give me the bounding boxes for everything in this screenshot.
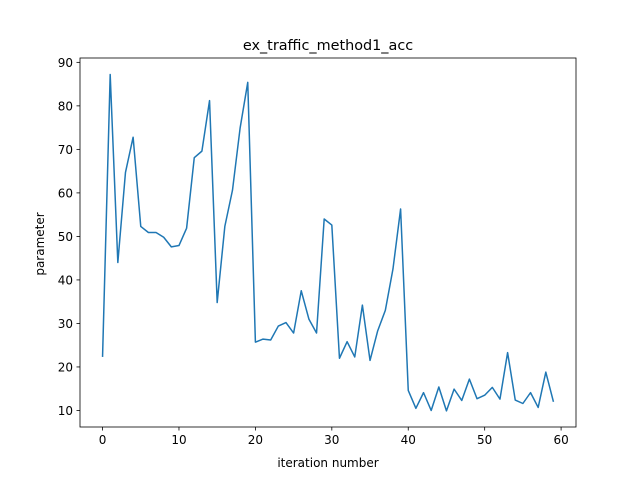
x-tick-label: 30 — [324, 433, 339, 447]
x-tick-label: 60 — [553, 433, 568, 447]
x-tick-label: 0 — [99, 433, 107, 447]
chart-title: ex_traffic_method1_acc — [243, 38, 413, 54]
y-tick-label: 70 — [58, 143, 73, 157]
x-tick-label: 10 — [171, 433, 186, 447]
y-axis-label: parameter — [33, 212, 47, 275]
x-tick-label: 40 — [401, 433, 416, 447]
axes-frame — [79, 57, 577, 428]
y-tick-label: 20 — [58, 360, 73, 374]
x-tick-label: 50 — [477, 433, 492, 447]
y-tick-label: 30 — [58, 317, 73, 331]
y-tick-label: 90 — [58, 56, 73, 70]
y-tick-label: 60 — [58, 186, 73, 200]
y-tick-label: 10 — [58, 404, 73, 418]
x-axis-label: iteration number — [277, 456, 378, 470]
y-tick-label: 40 — [58, 273, 73, 287]
y-tick-label: 50 — [58, 230, 73, 244]
plot-area: 0 10 20 30 40 50 60 10 20 30 40 50 60 70 80 90 — [58, 56, 577, 447]
x-tick-label: 20 — [248, 433, 263, 447]
series-line-0 — [101, 73, 555, 412]
y-tick-label: 80 — [58, 99, 73, 113]
